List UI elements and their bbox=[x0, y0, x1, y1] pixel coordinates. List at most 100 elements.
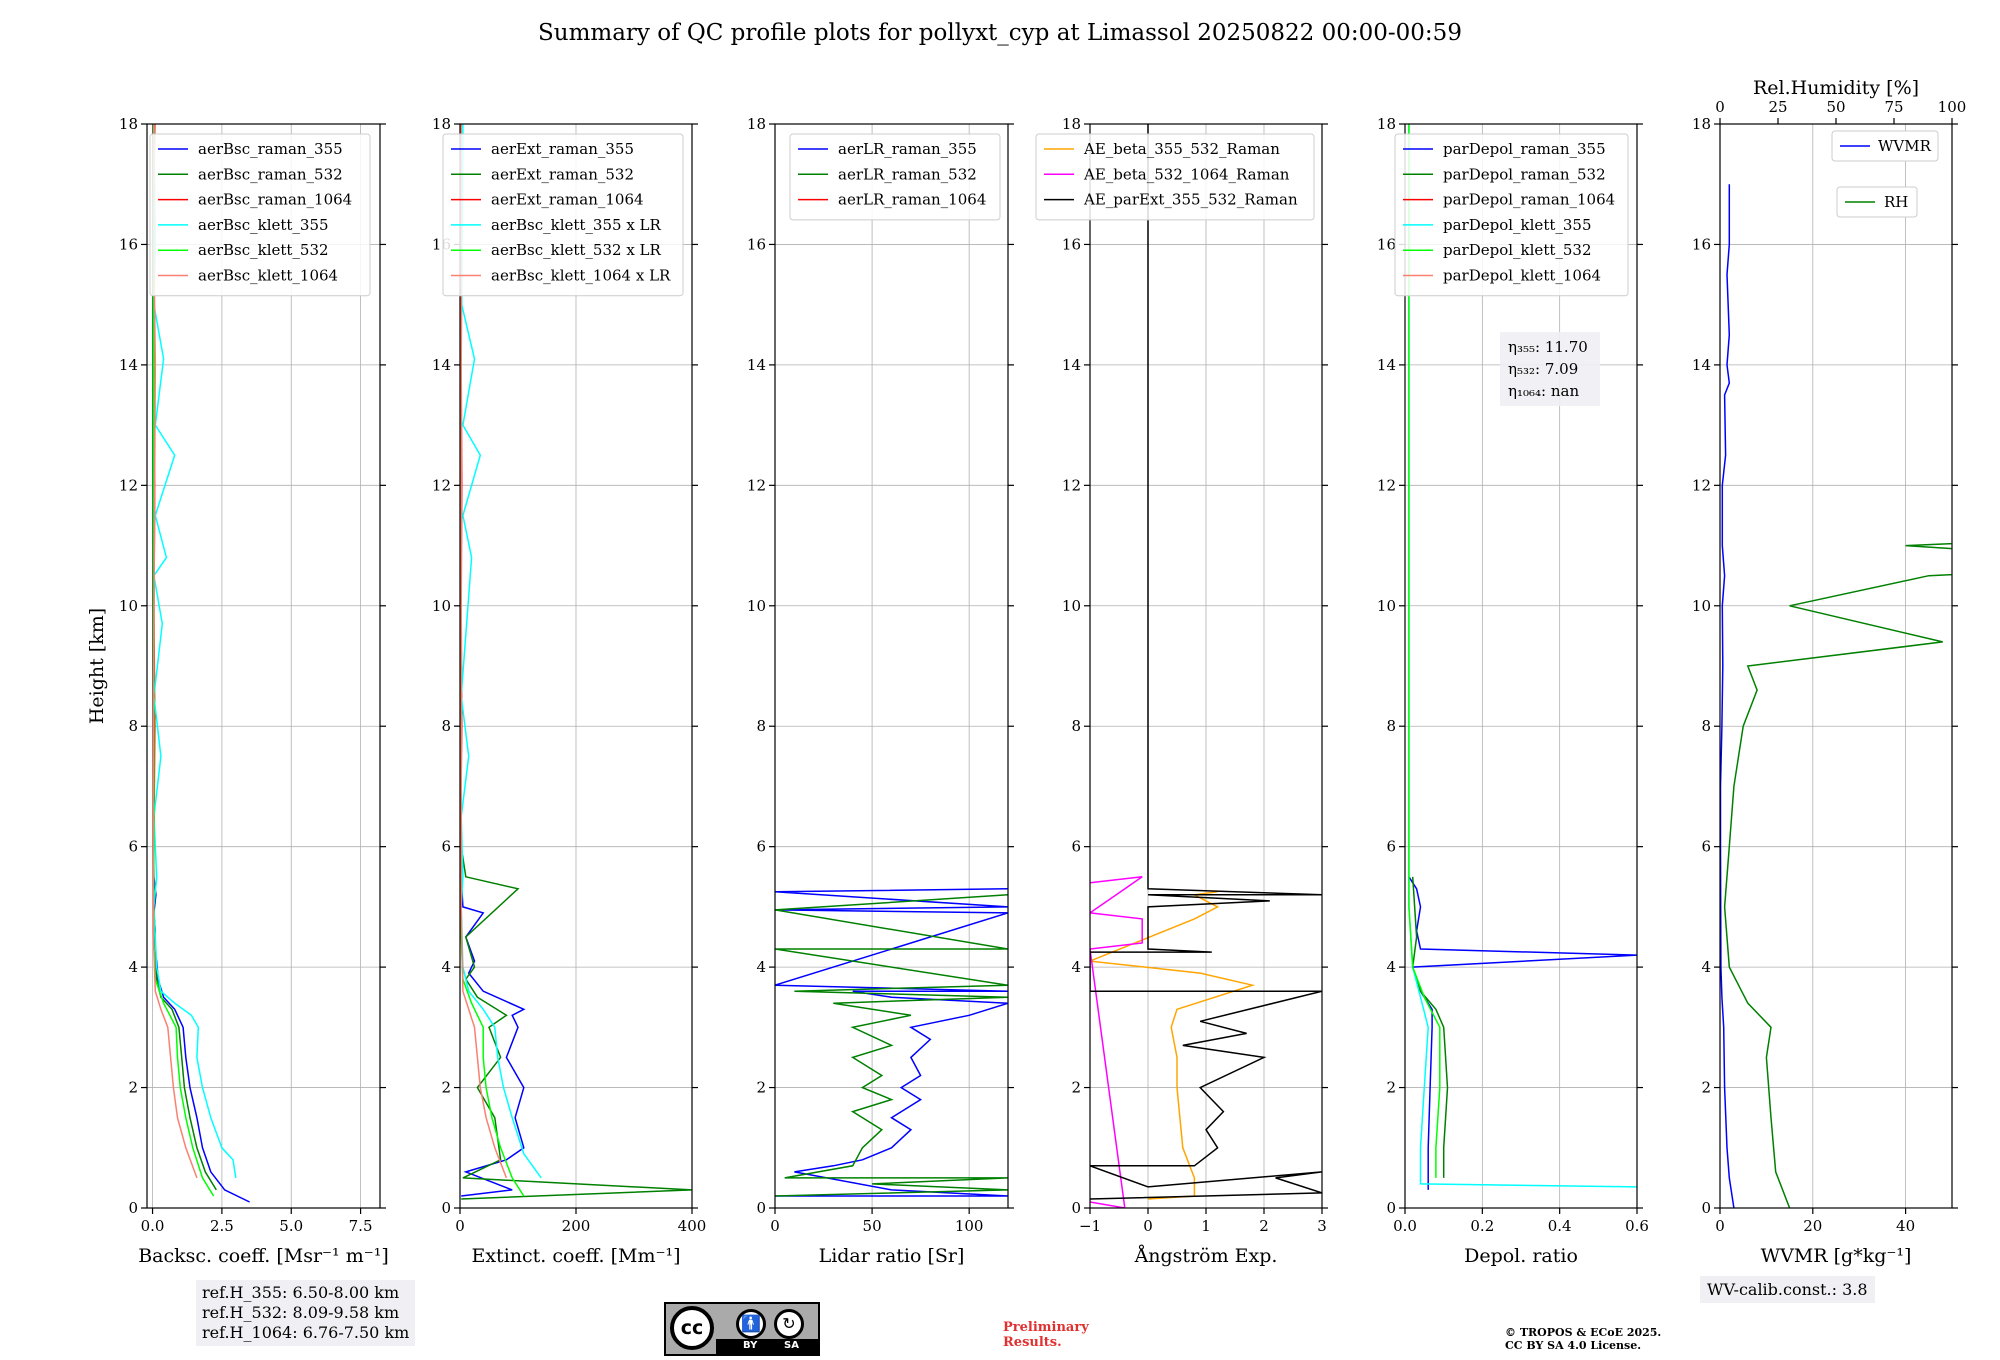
y-tick-label: 4 bbox=[1386, 958, 1396, 976]
x-tick-label: 0.4 bbox=[1548, 1217, 1572, 1235]
top-x-tick-label: 75 bbox=[1884, 98, 1903, 116]
legend-label: aerBsc_klett_532 x LR bbox=[491, 241, 662, 259]
y-tick-label: 8 bbox=[1386, 717, 1396, 735]
series-aerlr-raman-355 bbox=[775, 888, 1008, 1197]
series-aerext-raman-355 bbox=[460, 124, 526, 1197]
series-ae-beta-532-1064-raman bbox=[1090, 876, 1143, 1208]
y-tick-label: 10 bbox=[432, 597, 451, 615]
y-tick-label: 6 bbox=[1386, 838, 1396, 856]
y-tick-label: 16 bbox=[747, 235, 766, 253]
x-tick-label: 0.2 bbox=[1470, 1217, 1494, 1235]
annotation-box bbox=[1500, 332, 1600, 406]
y-tick-label: 12 bbox=[1692, 476, 1711, 494]
legend-label: aerExt_raman_1064 bbox=[491, 191, 644, 209]
panel-bsc: 0 2 4 6 8 10 12 14 16 18 0.0 2.5 5.0 7.5 Backsc. coeff… bbox=[119, 115, 389, 1267]
legend-label: parDepol_klett_1064 bbox=[1443, 267, 1601, 285]
y-tick-label: 4 bbox=[1701, 958, 1711, 976]
y-tick-label: 8 bbox=[1071, 717, 1081, 735]
preliminary-note: Preliminary Results. bbox=[1003, 1320, 1089, 1350]
y-tick-label: 4 bbox=[441, 958, 451, 976]
y-tick-label: 14 bbox=[747, 356, 766, 374]
y-tick-label: 14 bbox=[1062, 356, 1081, 374]
ref-height-532: ref.H_532: 8.09-9.58 km bbox=[202, 1303, 400, 1322]
y-tick-label: 10 bbox=[747, 597, 766, 615]
y-tick-label: 18 bbox=[1062, 115, 1081, 133]
copyright-line-1: © TROPOS & ECoE 2025. bbox=[1505, 1326, 1662, 1339]
y-axis-label: Height [km] bbox=[86, 608, 108, 724]
x-tick-label: 200 bbox=[562, 1217, 591, 1235]
y-tick-label: 14 bbox=[1377, 356, 1396, 374]
x-tick-label: 3 bbox=[1317, 1217, 1327, 1235]
legend-bsc: aerBsc_raman_355 aerBsc_raman_532 aerBsc_r… bbox=[149, 133, 371, 297]
copyright-line-2: CC BY SA 4.0 License. bbox=[1505, 1339, 1642, 1352]
x-axis-label: Extinct. coeff. [Mm⁻¹] bbox=[471, 1245, 680, 1267]
annotation-line: η₃₅₅: 11.70 bbox=[1508, 338, 1588, 356]
y-tick-label: 0 bbox=[1386, 1199, 1396, 1217]
y-tick-label: 18 bbox=[432, 115, 451, 133]
x-tick-label: 100 bbox=[955, 1217, 984, 1235]
legend-label: aerBsc_klett_355 bbox=[198, 216, 329, 234]
legend-pdr: parDepol_raman_355 parDepol_raman_532 parD… bbox=[1394, 133, 1629, 297]
legend-label: parDepol_raman_532 bbox=[1443, 165, 1606, 183]
x-axis-label: Backsc. coeff. [Msr⁻¹ m⁻¹] bbox=[138, 1245, 389, 1267]
x-tick-label: 0 bbox=[1715, 1217, 1725, 1235]
legend-frame bbox=[149, 133, 371, 297]
cc-logo: cc bbox=[670, 1306, 714, 1350]
cc-sa-label: SA bbox=[784, 1340, 799, 1351]
x-tick-label: 1 bbox=[1201, 1217, 1211, 1235]
y-tick-label: 0 bbox=[1071, 1199, 1081, 1217]
legend-label: aerBsc_klett_1064 bbox=[198, 267, 338, 285]
figure-title: Summary of QC profile plots for pollyxt_… bbox=[538, 20, 1462, 46]
y-tick-label: 18 bbox=[1377, 115, 1396, 133]
series-aerbsc-klett-355 bbox=[153, 124, 237, 1179]
axes-frame bbox=[1404, 123, 1638, 1209]
ref-height-1064: ref.H_1064: 6.76-7.50 km bbox=[202, 1323, 410, 1342]
legend-frame bbox=[1394, 133, 1629, 297]
legend-label: aerLR_raman_532 bbox=[838, 165, 977, 183]
top-x-tick-label: 0 bbox=[1715, 98, 1725, 116]
y-tick-label: 2 bbox=[1701, 1079, 1711, 1097]
legend-label: parDepol_raman_355 bbox=[1443, 140, 1606, 158]
legend-label: AE_beta_532_1064_Raman bbox=[1083, 165, 1290, 183]
legend-rh: RH bbox=[1836, 186, 1918, 218]
legend-label: RH bbox=[1884, 193, 1908, 211]
legend-label: WVMR bbox=[1878, 137, 1932, 155]
y-tick-label: 12 bbox=[747, 476, 766, 494]
series-ae-parext-355-532-raman bbox=[1090, 124, 1322, 1200]
cc-by-label: BY bbox=[743, 1340, 758, 1351]
y-tick-label: 6 bbox=[128, 838, 138, 856]
y-tick-label: 18 bbox=[747, 115, 766, 133]
x-tick-label: 0.0 bbox=[141, 1217, 165, 1235]
copyright-note: © TROPOS & ECoE 2025. CC BY SA 4.0 Licen… bbox=[1505, 1326, 1661, 1352]
legend-label: AE_beta_355_532_Raman bbox=[1083, 140, 1280, 158]
y-tick-label: 14 bbox=[1692, 356, 1711, 374]
panel-lr: 0 2 4 6 8 10 12 14 16 18 0 50 100 Lidar ratio [Sr] aer… bbox=[747, 115, 1014, 1267]
preliminary-line-2: Results. bbox=[1003, 1335, 1062, 1350]
x-axis-label: Ångström Exp. bbox=[1134, 1245, 1278, 1267]
y-tick-label: 12 bbox=[119, 476, 138, 494]
y-tick-label: 2 bbox=[441, 1079, 451, 1097]
y-tick-label: 8 bbox=[128, 717, 138, 735]
ref-height-355: ref.H_355: 6.50-8.00 km bbox=[202, 1283, 400, 1302]
y-tick-label: 0 bbox=[1701, 1199, 1711, 1217]
y-tick-label: 6 bbox=[1701, 838, 1711, 856]
top-x-tick-label: 50 bbox=[1826, 98, 1845, 116]
series-aerlr-raman-532 bbox=[775, 894, 1008, 1197]
y-tick-label: 2 bbox=[1386, 1079, 1396, 1097]
legend-lr: aerLR_raman_355 aerLR_raman_532 aerLR_rama… bbox=[789, 133, 1001, 221]
y-tick-label: 16 bbox=[1062, 235, 1081, 253]
legend-ext: aerExt_raman_355 aerExt_raman_532 aerExt_r… bbox=[442, 133, 684, 297]
y-tick-label: 6 bbox=[756, 838, 766, 856]
legend-label: aerBsc_raman_1064 bbox=[198, 191, 352, 209]
annotation-line: η₁₀₆₄: nan bbox=[1508, 382, 1579, 400]
share-alike-icon: ↻ bbox=[774, 1309, 804, 1339]
y-tick-label: 12 bbox=[432, 476, 451, 494]
y-tick-label: 4 bbox=[756, 958, 766, 976]
x-tick-label: 0 bbox=[770, 1217, 780, 1235]
legend-label: parDepol_klett_355 bbox=[1443, 216, 1592, 234]
legend-frame bbox=[789, 133, 1001, 221]
wv-calibration-box: WV-calib.const.: 3.8 bbox=[1700, 1276, 1875, 1303]
legend-wvmr: WVMR bbox=[1831, 130, 1939, 162]
